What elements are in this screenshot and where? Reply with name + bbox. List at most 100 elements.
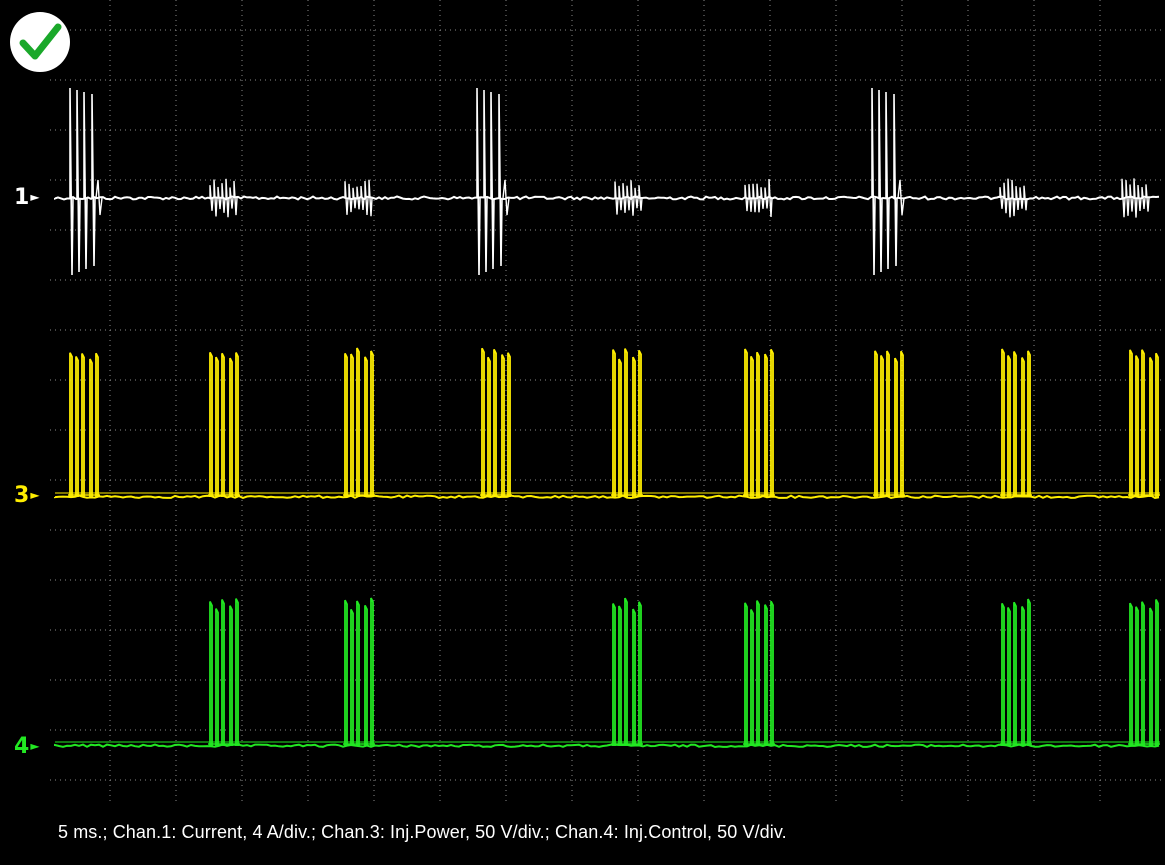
channel-3-marker[interactable]: 3► xyxy=(14,484,40,507)
channel-4-pulse xyxy=(632,608,636,746)
channel-3-pulse xyxy=(81,353,85,497)
channel-3-pulse xyxy=(356,347,360,497)
channel-3-pulse xyxy=(880,355,884,497)
channel-1-burst xyxy=(1003,182,1008,214)
channel-3-pulse xyxy=(624,348,628,497)
channel-3-label: 3 xyxy=(14,483,30,508)
channel-1-burst xyxy=(1145,184,1150,212)
channel-1-spike xyxy=(502,179,510,216)
channel-4-pulse xyxy=(209,601,213,746)
channel-1-burst xyxy=(360,185,365,211)
channel-3-pulse xyxy=(493,348,497,497)
channel-1-burst xyxy=(1023,185,1028,211)
channel-4-pulse xyxy=(1155,599,1159,746)
channel-1-burst xyxy=(1125,180,1130,216)
channel-1-label: 1 xyxy=(14,185,30,210)
channel-3-pulse xyxy=(481,347,485,497)
channel-1-arrow-icon: ► xyxy=(30,190,40,204)
channel-3-pulse xyxy=(618,358,622,497)
channel-3-pulse xyxy=(1027,350,1031,497)
channel-3-pulse xyxy=(750,355,754,497)
channel-4-pulse xyxy=(624,597,628,746)
channel-1-burst xyxy=(760,187,765,209)
channel-1-burst xyxy=(352,187,357,209)
channel-3-pulse xyxy=(1021,357,1025,497)
channel-1-spike xyxy=(871,87,876,276)
channel-4-pulse xyxy=(1007,607,1011,746)
channel-3-pulse xyxy=(215,356,219,497)
channel-1-burst xyxy=(1133,178,1138,218)
settings-caption: 5 ms.; Chan.1: Current, 4 A/div.; Chan.3… xyxy=(58,822,787,842)
channel-1-spike xyxy=(476,87,481,276)
channel-1-burst xyxy=(630,180,635,216)
channel-1-spike xyxy=(91,93,96,267)
channel-4-pulse xyxy=(1027,598,1031,746)
channel-3-pulse xyxy=(221,352,225,497)
channel-3-pulse xyxy=(1141,349,1145,497)
channel-3-pulse xyxy=(209,351,213,497)
channel-1-burst xyxy=(364,180,369,216)
channel-3-pulse xyxy=(1007,355,1011,497)
channel-1-marker[interactable]: 1► xyxy=(14,186,40,209)
channel-4-pulse xyxy=(350,609,354,746)
channel-4-trace xyxy=(54,597,1160,749)
channel-1-burst xyxy=(356,186,361,210)
channel-4-baseline xyxy=(54,743,1160,749)
channel-4-pulse xyxy=(744,602,748,746)
channel-4-pulse xyxy=(750,609,754,746)
channel-3-pulse xyxy=(95,352,99,497)
channel-1-spike xyxy=(95,179,103,216)
channel-4-pulse xyxy=(770,600,774,746)
channel-1-burst xyxy=(999,187,1004,209)
channel-4-pulse xyxy=(344,599,348,746)
channel-3-trace xyxy=(54,347,1160,500)
channel-1-burst xyxy=(229,187,234,209)
channel-3-pulse xyxy=(612,349,616,497)
channel-1-burst xyxy=(768,178,773,218)
channel-4-pulse xyxy=(364,604,368,746)
channel-4-pulse xyxy=(356,600,360,746)
channel-1-spike xyxy=(498,93,503,267)
channel-1-burst xyxy=(1141,187,1146,209)
channel-3-baseline xyxy=(54,494,1160,500)
channel-4-pulse xyxy=(756,600,760,746)
channel-1-burst xyxy=(744,184,749,212)
channel-3-pulse xyxy=(1129,349,1133,497)
channel-3-pulse xyxy=(501,354,505,497)
channel-1-burst xyxy=(1121,178,1126,218)
channel-4-label: 4 xyxy=(14,734,30,759)
channel-3-pulse xyxy=(69,352,73,497)
channel-1-burst xyxy=(752,183,757,213)
channel-3-pulse xyxy=(350,353,354,497)
channel-3-pulse xyxy=(487,356,491,497)
channel-4-pulse xyxy=(1141,601,1145,746)
channel-1-burst xyxy=(764,187,769,209)
channel-4-pulse xyxy=(612,603,616,746)
channel-1-burst xyxy=(221,183,226,213)
channel-1-spike xyxy=(885,91,890,270)
channel-4-pulse xyxy=(1001,603,1005,746)
channel-4-pulse xyxy=(215,608,219,746)
channel-1-spike xyxy=(490,91,495,270)
channel-3-pulse xyxy=(370,350,374,497)
channel-1-trace xyxy=(54,87,1160,276)
channel-1-burst xyxy=(217,186,222,210)
channel-3-pulse xyxy=(764,353,768,497)
channel-3-pulse xyxy=(1135,355,1139,497)
channel-3-pulse xyxy=(756,351,760,497)
channel-4-marker[interactable]: 4► xyxy=(14,735,40,758)
channel-3-pulse xyxy=(75,356,79,497)
channel-3-pulse xyxy=(770,348,774,497)
check-icon xyxy=(8,10,72,74)
channel-3-pulse xyxy=(900,350,904,497)
channel-4-pulse xyxy=(221,599,225,746)
channel-4-pulse xyxy=(370,597,374,746)
channel-1-burst xyxy=(209,185,214,211)
channel-3-pulse xyxy=(1149,357,1153,497)
channel-1-burst xyxy=(622,183,627,213)
channel-4-pulse xyxy=(1149,607,1153,746)
channel-1-burst xyxy=(368,179,373,217)
channel-1-spike xyxy=(76,89,81,273)
channel-1-burst xyxy=(1011,179,1016,217)
